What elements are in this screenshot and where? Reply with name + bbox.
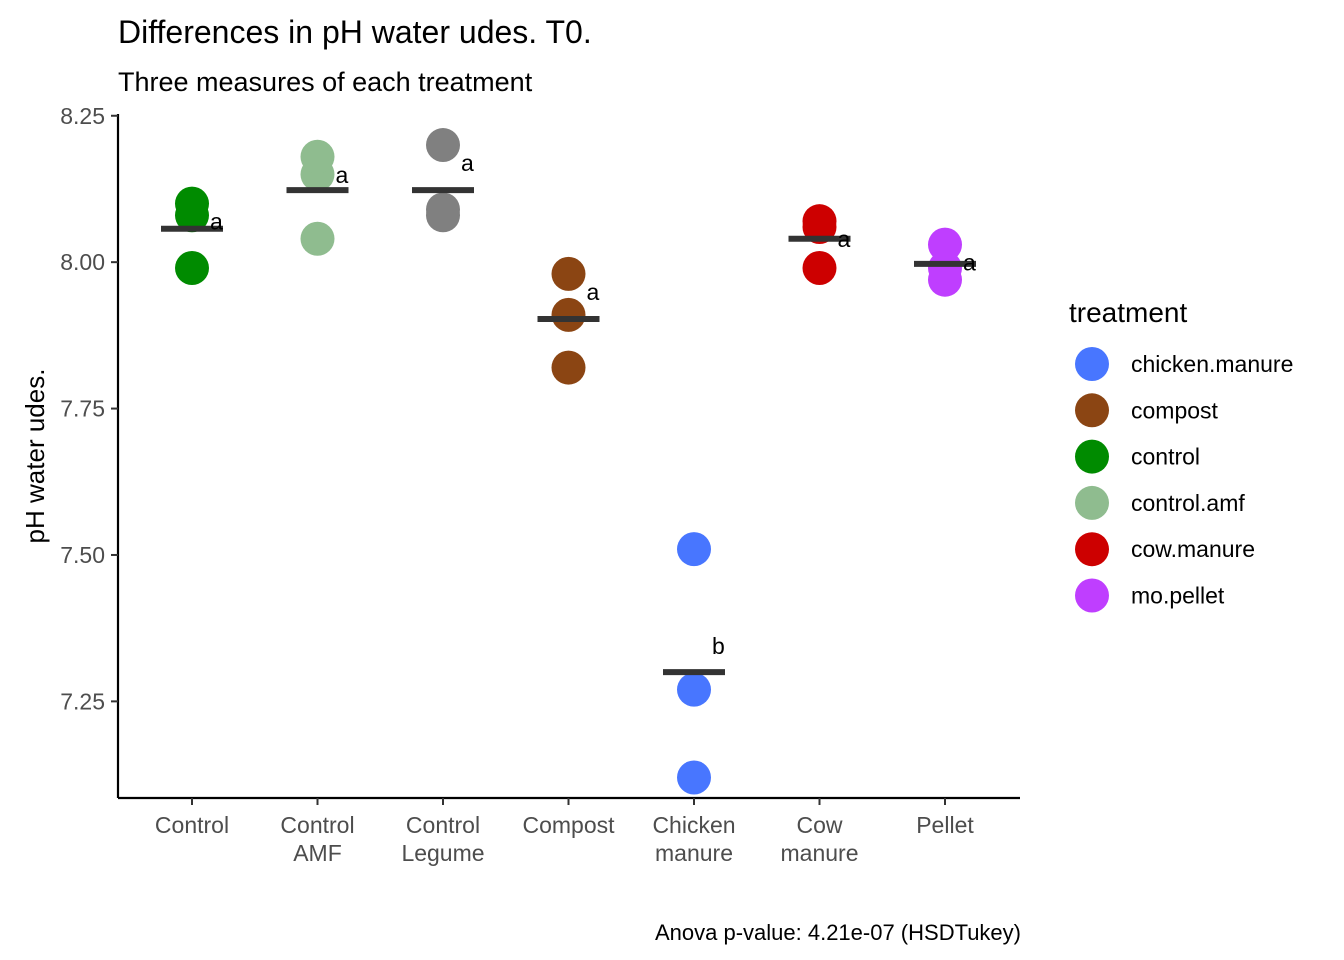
x-tick-label: Chicken: [652, 812, 735, 838]
chart-caption: Anova p-value: 4.21e-07 (HSDTukey): [655, 920, 1021, 945]
x-tick-label: manure: [655, 840, 733, 866]
data-point-control.amf: [300, 139, 335, 174]
x-tick-label: Pellet: [916, 812, 974, 838]
data-point-control.legume: [426, 192, 460, 227]
x-tick-label: manure: [781, 840, 859, 866]
y-tick-label: 8.25: [60, 103, 105, 129]
data-point-compost: [551, 297, 586, 332]
legend-label: control: [1131, 444, 1200, 470]
data-point-compost: [551, 256, 586, 291]
x-tick-label: Control: [155, 812, 229, 838]
significance-letter: a: [461, 150, 474, 176]
significance-letter: b: [712, 633, 725, 659]
data-point-chicken.manure: [677, 532, 711, 567]
x-tick-label: Compost: [522, 812, 615, 838]
x-tick-label: Control: [280, 812, 354, 838]
legend: treatment chicken.manure compost control co…: [1069, 297, 1293, 613]
legend-title: treatment: [1069, 297, 1187, 328]
y-axis-label: pH water udes.: [20, 369, 50, 544]
data-point-mo.pellet: [928, 251, 962, 286]
legend-swatch-cow.manure: [1075, 532, 1109, 567]
x-tick-label: Legume: [401, 840, 484, 866]
significance-letter: a: [838, 226, 851, 252]
legend-swatch-control: [1075, 439, 1109, 474]
data-point-control.legume: [426, 128, 460, 163]
significance-letter: a: [963, 250, 976, 276]
legend-label: mo.pellet: [1131, 583, 1225, 609]
data-point-control: [175, 251, 209, 286]
y-tick-label: 8.00: [60, 249, 105, 275]
data-point-control: [175, 186, 209, 221]
x-tick-label: AMF: [293, 840, 342, 866]
legend-swatch-control.amf: [1075, 485, 1109, 520]
chart-subtitle: Three measures of each treatment: [118, 67, 533, 97]
legend-label: cow.manure: [1131, 536, 1255, 562]
significance-letter: a: [210, 209, 223, 235]
legend-swatch-mo.pellet: [1075, 578, 1109, 613]
data-point-cow.manure: [802, 204, 837, 239]
data-point-compost: [551, 350, 586, 385]
data-point-cow.manure: [802, 251, 837, 286]
legend-label: compost: [1131, 397, 1219, 423]
legend-swatch-chicken.manure: [1075, 347, 1109, 381]
x-tick-label: Cow: [796, 812, 842, 838]
data-point-chicken.manure: [677, 760, 711, 795]
legend-swatch-compost: [1075, 393, 1109, 428]
data-point-control.amf: [300, 221, 335, 256]
data-point-mo.pellet: [928, 227, 962, 262]
y-tick-label: 7.50: [60, 542, 105, 568]
significance-letter: a: [336, 162, 349, 188]
y-tick-label: 7.75: [60, 396, 105, 422]
chart-title: Differences in pH water udes. T0.: [118, 14, 592, 50]
significance-letter: a: [587, 279, 600, 305]
data-point-chicken.manure: [677, 672, 711, 707]
y-tick-label: 7.25: [60, 688, 105, 714]
x-tick-label: Control: [406, 812, 480, 838]
legend-label: control.amf: [1131, 490, 1245, 516]
legend-label: chicken.manure: [1131, 351, 1293, 377]
